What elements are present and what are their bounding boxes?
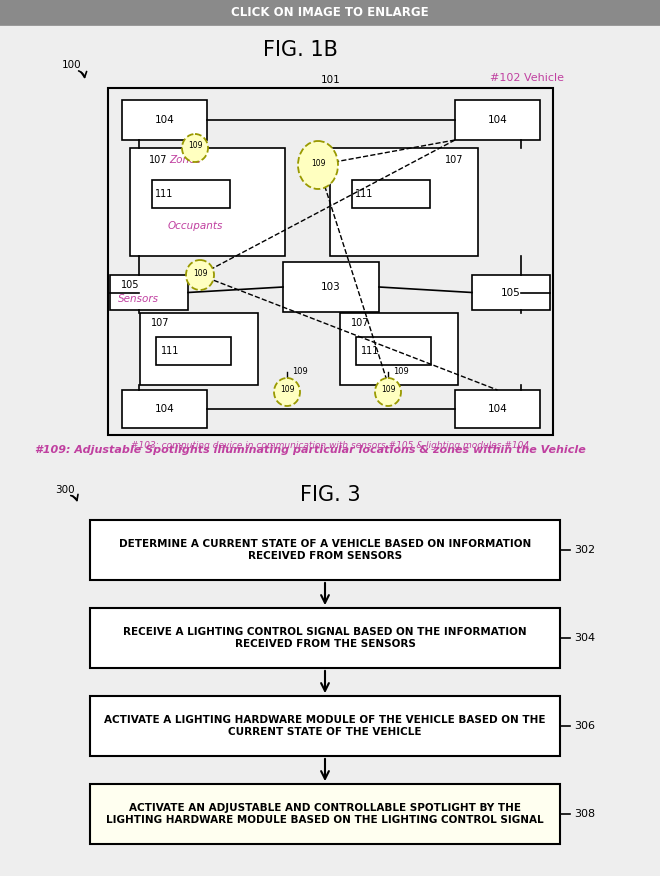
Bar [108,88,553,435]
Text: 302: 302 [574,545,595,555]
Text: FIG. 3: FIG. 3 [300,485,360,505]
Text: CLICK ON IMAGE TO ENLARGE: CLICK ON IMAGE TO ENLARGE [231,6,429,19]
Text: #103: computing device in communication with sensors #105 & lighting modules #10: #103: computing device in communication … [131,441,529,449]
Text: 109: 109 [381,385,395,394]
Bar [356,337,431,365]
Text: 111: 111 [361,346,380,356]
Text: 100: 100 [62,60,82,70]
Text: ACTIVATE AN ADJUSTABLE AND CONTROLLABLE SPOTLIGHT BY THE
LIGHTING HARDWARE MODUL: ACTIVATE AN ADJUSTABLE AND CONTROLLABLE … [106,803,544,825]
Text: 109: 109 [193,269,207,278]
Bar [455,390,540,428]
Text: 111: 111 [355,189,373,199]
Bar [90,520,560,580]
Text: 104: 104 [154,404,174,414]
Bar [90,784,560,844]
Text: 101: 101 [321,75,341,85]
Ellipse shape [274,378,300,406]
Text: Zones: Zones [169,155,201,165]
Text: FIG. 1B: FIG. 1B [263,40,337,60]
Bar [130,148,285,256]
Ellipse shape [298,141,338,189]
Bar [455,100,540,140]
Text: 308: 308 [574,809,595,819]
Text: 104: 104 [488,115,508,125]
Bar [0,0,660,25]
Text: 105: 105 [501,287,521,298]
Text: RECEIVE A LIGHTING CONTROL SIGNAL BASED ON THE INFORMATION
RECEIVED FROM THE SEN: RECEIVE A LIGHTING CONTROL SIGNAL BASED … [123,627,527,649]
Text: 104: 104 [488,404,508,414]
Text: Occupants: Occupants [168,221,222,231]
Bar [283,262,379,312]
Bar [340,313,458,385]
Text: 107: 107 [150,318,169,328]
Text: 109: 109 [280,385,294,394]
Text: #109: Adjustable Spotlights illuminating particular locations & zones within the: #109: Adjustable Spotlights illuminating… [35,445,586,455]
Bar [152,180,230,208]
Ellipse shape [182,134,208,162]
Text: 109: 109 [292,368,308,377]
Text: 111: 111 [155,189,173,199]
Text: Patently Apple: Patently Apple [189,341,411,370]
Bar [140,313,258,385]
Text: 109: 109 [187,142,202,151]
Text: ACTIVATE A LIGHTING HARDWARE MODULE OF THE VEHICLE BASED ON THE
CURRENT STATE OF: ACTIVATE A LIGHTING HARDWARE MODULE OF T… [104,715,546,737]
Bar [90,608,560,668]
Text: 107: 107 [350,318,369,328]
Text: Sensors: Sensors [117,294,158,304]
Text: 107: 107 [148,155,167,165]
Bar [472,275,550,310]
Ellipse shape [375,378,401,406]
Bar [90,696,560,756]
Text: 105: 105 [121,280,139,290]
Text: 107: 107 [444,155,463,165]
Text: 109: 109 [393,368,409,377]
Text: 103: 103 [321,282,341,292]
Bar [156,337,231,365]
Text: #102 Vehicle: #102 Vehicle [490,73,564,83]
Ellipse shape [186,260,214,290]
Bar [122,100,207,140]
Bar [110,275,188,310]
Bar [352,180,430,208]
Text: 104: 104 [154,115,174,125]
Bar [122,390,207,428]
Text: 300: 300 [55,485,75,495]
Text: 306: 306 [574,721,595,731]
Text: 111: 111 [161,346,179,356]
Text: 109: 109 [311,159,325,167]
Text: 304: 304 [574,633,595,643]
Bar [330,148,478,256]
Text: DETERMINE A CURRENT STATE OF A VEHICLE BASED ON INFORMATION
RECEIVED FROM SENSOR: DETERMINE A CURRENT STATE OF A VEHICLE B… [119,540,531,561]
